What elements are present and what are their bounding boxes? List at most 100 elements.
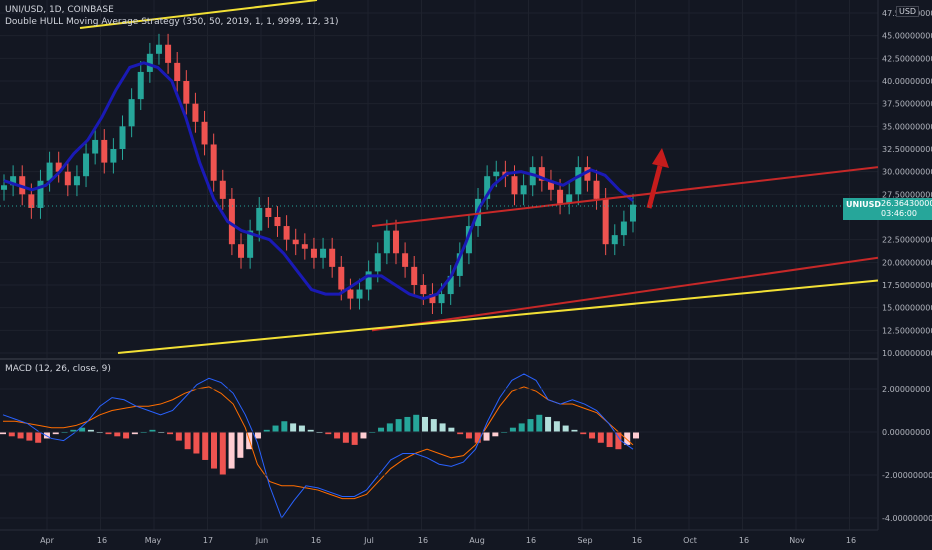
candle-body [274, 217, 281, 227]
price-tick-label: 30.00000000 [882, 168, 932, 177]
macd-tick-label: -4.00000000 [882, 514, 932, 523]
macd-histogram-bar [26, 432, 33, 441]
candle-body [73, 176, 80, 186]
macd-histogram-bar [105, 432, 112, 435]
macd-histogram-bar [422, 416, 428, 432]
macd-histogram-bar [483, 432, 490, 441]
currency-unit-button[interactable]: USD [896, 6, 920, 17]
macd-histogram-bar [87, 429, 94, 432]
candle-body [219, 180, 226, 199]
candle-body [511, 176, 518, 195]
symbol-title: UNI/USD, 1D, COINBASE [5, 5, 114, 15]
macd-histogram-bar [474, 432, 481, 443]
candle-body [92, 139, 99, 154]
macd-histogram-bar [518, 423, 525, 432]
candle-body [228, 198, 235, 245]
price-tick-label: 10.00000000 [882, 349, 932, 358]
candle-body [155, 44, 162, 54]
macd-histogram-bar [325, 432, 332, 435]
time-tick-label: May [145, 536, 162, 545]
macd-histogram-bar [580, 432, 587, 435]
macd-histogram-bar [334, 432, 341, 439]
macd-histogram-bar [149, 429, 156, 432]
macd-histogram-bar [193, 432, 200, 454]
candle-body [83, 153, 90, 177]
macd-histogram-bar [404, 416, 411, 432]
time-tick-label: 16 [526, 536, 536, 545]
time-tick-label: 16 [632, 536, 642, 545]
price-tick-label: 17.50000000 [882, 281, 932, 290]
macd-histogram-bar [395, 419, 402, 432]
macd-histogram-bar [386, 423, 393, 432]
macd-histogram-bar [184, 432, 191, 450]
macd-tick-label: 2.00000000 [882, 385, 930, 394]
candle-body [566, 194, 573, 204]
macd-histogram-bar [131, 432, 138, 435]
time-tick-label: Oct [683, 536, 697, 545]
candle-body [128, 99, 135, 127]
candle-body [283, 226, 290, 240]
candle-body [10, 176, 17, 186]
time-tick-label: Nov [789, 536, 805, 545]
price-tick-label: 37.50000000 [882, 100, 932, 109]
candle-body [301, 244, 308, 249]
candle-body [575, 167, 582, 195]
time-tick-label: 16 [846, 536, 856, 545]
candle-body [201, 121, 208, 145]
candle-body [547, 180, 554, 190]
last-price-value: 26.36430000 [881, 199, 932, 208]
macd-histogram-bar [413, 414, 420, 432]
macd-title: MACD (12, 26, close, 9) [5, 364, 111, 374]
macd-histogram-bar [545, 416, 552, 432]
macd-histogram-bar [43, 432, 50, 439]
time-tick-label: 16 [97, 536, 107, 545]
candle-body [447, 275, 454, 295]
candle-body [402, 253, 409, 267]
candle-body [493, 171, 500, 177]
macd-histogram-bar [219, 432, 226, 475]
candle-body [620, 221, 627, 236]
macd-histogram-bar [307, 429, 314, 432]
candle-body [602, 198, 609, 245]
macd-histogram-bar [123, 432, 130, 439]
time-tick-label: Jul [363, 536, 374, 545]
time-tick-label: 17 [203, 536, 213, 545]
time-tick-label: Jun [255, 536, 269, 545]
macd-histogram-bar [606, 432, 613, 448]
candle-body [37, 180, 44, 208]
price-tick-label: 20.00000000 [882, 258, 932, 267]
macd-tick-label: 0.00000000 [882, 428, 930, 437]
price-tick-label: 45.00000000 [882, 32, 932, 41]
candle-body [338, 266, 345, 290]
macd-histogram-bar [360, 432, 367, 439]
candle-body [438, 294, 445, 304]
macd-histogram-bar [167, 432, 174, 435]
macd-histogram-bar [175, 432, 182, 441]
price-tick-label: 27.50000000 [882, 190, 932, 199]
macd-histogram-bar [457, 432, 464, 435]
macd-histogram-bar [439, 423, 446, 432]
candle-body [55, 162, 62, 172]
candle-body [520, 185, 527, 195]
price-tick-label: 15.00000000 [882, 304, 932, 313]
last-price-badge: UNIUSD 26.36430000 03:46:00 [843, 198, 932, 220]
candle-body [1, 185, 7, 190]
macd-histogram-bar [0, 432, 6, 435]
macd-tick-label: -2.00000000 [882, 471, 932, 480]
candle-body [265, 207, 272, 217]
channel-lower-line [371, 256, 879, 332]
candle-body [146, 53, 153, 72]
candle-body [174, 62, 181, 81]
macd-histogram-bar [263, 429, 270, 432]
candle-body [593, 180, 600, 199]
macd-histogram-bar [430, 419, 437, 432]
macd-histogram-bar [281, 421, 288, 432]
candle-body [137, 71, 144, 100]
price-tick-label: 22.50000000 [882, 236, 932, 245]
candle-body [420, 285, 427, 295]
candle-body [256, 207, 263, 231]
macd-histogram-bar [615, 432, 622, 450]
candle-body [292, 239, 299, 245]
support-trend-line [117, 279, 879, 354]
